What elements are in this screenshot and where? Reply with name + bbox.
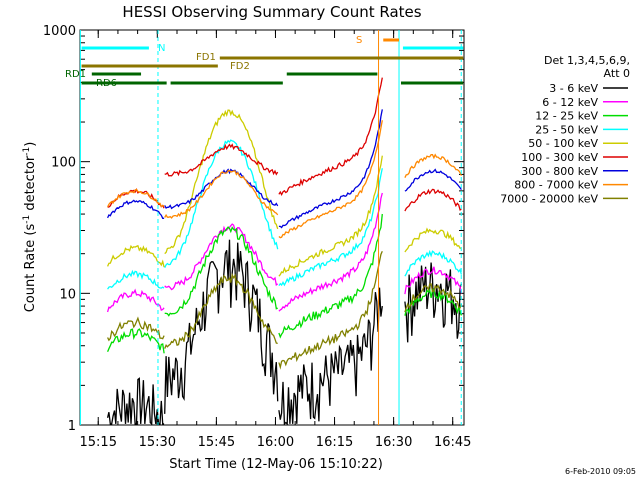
- series-line: [278, 120, 383, 239]
- series-line: [107, 244, 165, 268]
- legend-label: 12 - 25 keV: [535, 110, 598, 123]
- flag-layer: N S FD1 FD2 RD1 RD6: [65, 30, 464, 425]
- legend-label: 7000 - 20000 keV: [500, 192, 598, 205]
- legend-label: 25 - 50 keV: [535, 123, 598, 136]
- legend-label: 3 - 6 keV: [549, 82, 598, 95]
- series-line: [164, 169, 279, 219]
- series-line: [404, 153, 462, 178]
- legend-header-2: Att 0: [604, 67, 630, 80]
- x-tick-label: 16:45: [434, 435, 471, 450]
- y-axis-label: Count Rate (s-1 detector-1): [22, 142, 38, 313]
- legend-label: 6 - 12 keV: [542, 96, 598, 109]
- series-line: [278, 251, 383, 370]
- y-axis-label-end: ): [23, 142, 38, 147]
- series-line: [106, 377, 165, 426]
- x-axis-label: Start Time (12-May-06 15:10:22): [169, 457, 383, 472]
- x-tick-label: 15:45: [198, 435, 235, 450]
- flag-label: N: [158, 43, 165, 54]
- legend-label: 100 - 300 keV: [521, 151, 598, 164]
- x-tick-label: 16:00: [257, 435, 294, 450]
- flag-label: FD1: [196, 52, 216, 63]
- y-tick-label: 10: [59, 287, 76, 302]
- flag-label: RD6: [96, 78, 117, 89]
- x-tick-label: 15:30: [139, 435, 176, 450]
- series-line: [278, 155, 383, 277]
- flag-label: FD2: [230, 61, 250, 72]
- series-line: [164, 239, 279, 414]
- series-line: [164, 143, 279, 177]
- flag-label: S: [356, 35, 362, 46]
- series-line: [107, 328, 165, 354]
- series-line: [404, 188, 462, 212]
- y-tick-label: 100: [51, 156, 76, 171]
- series-line: [404, 168, 462, 192]
- series-line: [278, 192, 383, 312]
- legend-label: 300 - 800 keV: [521, 165, 598, 178]
- series-line: [164, 226, 278, 317]
- series-line: [404, 266, 463, 295]
- y-axis: 1 10 100 1000: [43, 24, 464, 434]
- series-line: [107, 316, 165, 342]
- series-line: [107, 188, 165, 208]
- series-line: [404, 262, 463, 343]
- series-layer: [106, 77, 463, 426]
- series-line: [107, 269, 165, 290]
- series-line: [404, 283, 463, 313]
- x-tick-label: 16:30: [375, 435, 412, 450]
- series-line: [278, 168, 383, 287]
- x-tick-label: 16:15: [316, 435, 353, 450]
- legend-label: 800 - 7000 keV: [514, 179, 598, 192]
- series-line: [278, 109, 383, 229]
- chart-title: HESSI Observing Summary Count Rates: [122, 3, 421, 21]
- footer-date: 6-Feb-2010 09:05: [565, 467, 636, 476]
- y-axis-label-mid: detector: [23, 155, 38, 215]
- series-line: [278, 77, 383, 197]
- y-axis-label-sup2: -1: [22, 147, 32, 156]
- series-line: [404, 249, 463, 277]
- series-line: [278, 213, 383, 339]
- series-line: [106, 288, 165, 313]
- y-tick-label: 1: [68, 419, 76, 434]
- series-line: [278, 287, 383, 426]
- series-line: [164, 272, 278, 349]
- y-tick-label: 1000: [43, 24, 76, 39]
- flag-label: RD1: [65, 69, 86, 80]
- x-tick-label: 15:15: [80, 435, 117, 450]
- x-axis: 15:15 15:30 15:45 16:00 16:15 16:30 16:45: [80, 30, 471, 450]
- legend-label: 50 - 100 keV: [528, 137, 598, 150]
- series-line: [404, 227, 462, 253]
- y-axis-label-sup1: -1: [22, 215, 32, 224]
- legend-header-1: Det 1,3,4,5,6,9,: [544, 54, 630, 67]
- series-line: [107, 199, 165, 219]
- series-line: [164, 109, 279, 255]
- y-axis-label-main: Count Rate (s: [23, 224, 38, 313]
